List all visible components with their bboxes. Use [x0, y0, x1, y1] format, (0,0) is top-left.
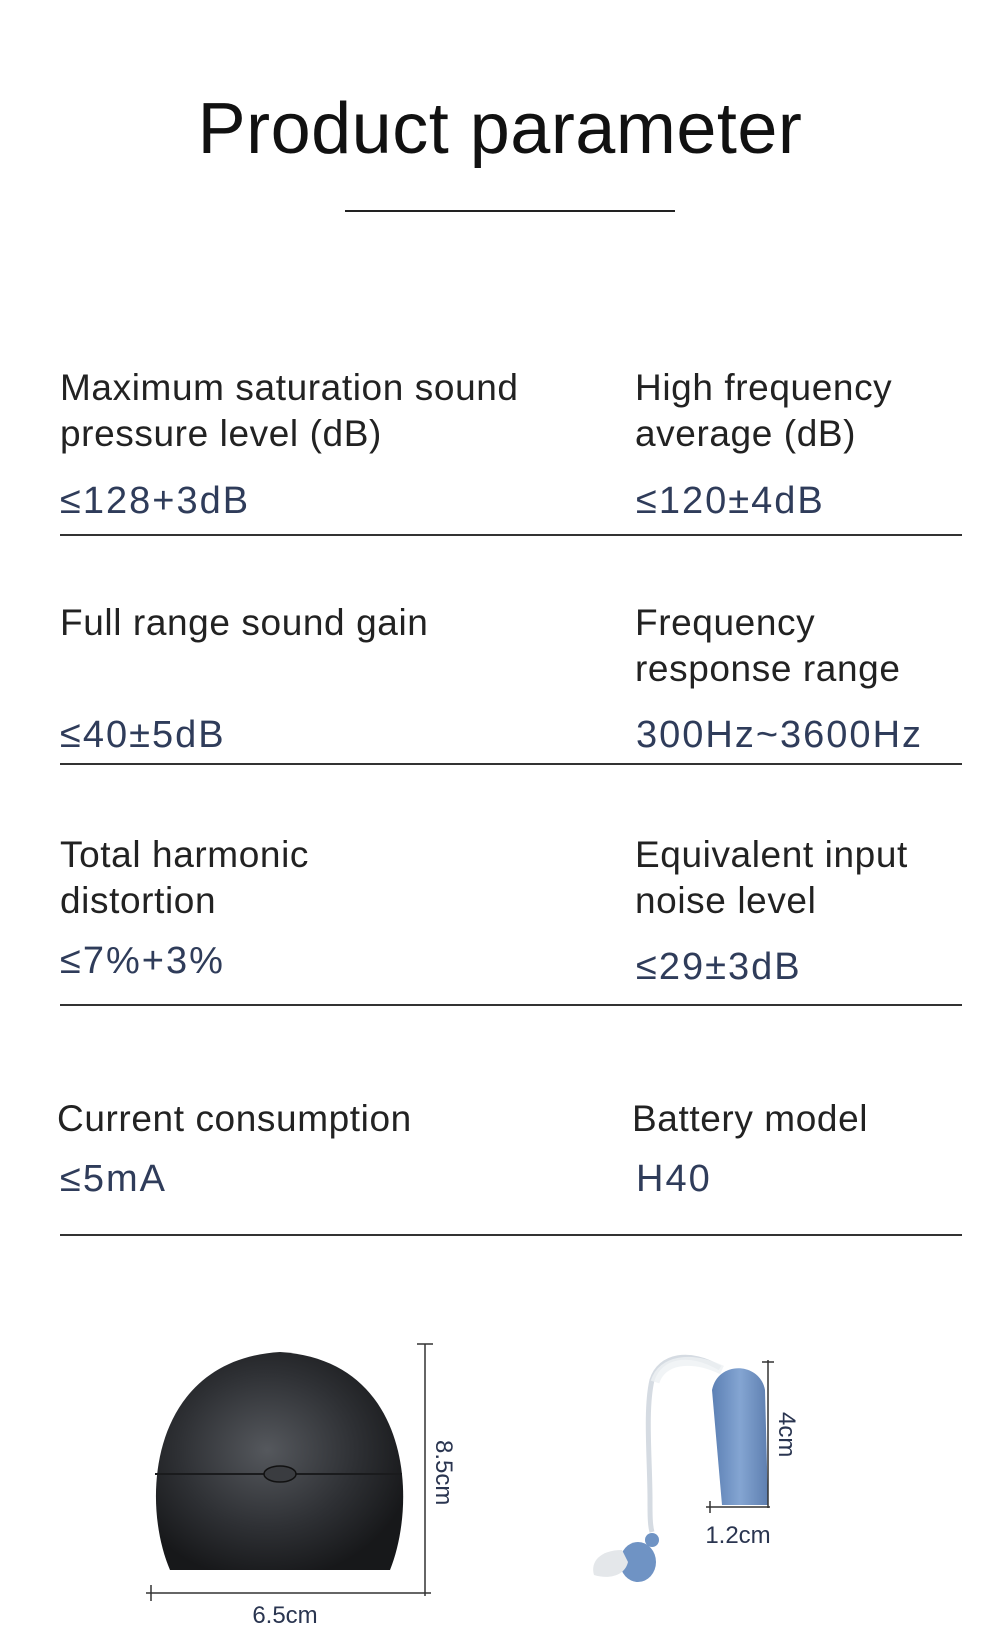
row-divider	[60, 534, 962, 536]
param-value-current: ≤5mA	[60, 1158, 167, 1200]
aid-width-label: 1.2cm	[705, 1522, 770, 1549]
row-divider	[60, 1004, 962, 1006]
charging-case-image	[155, 1352, 404, 1570]
param-label-full-range-gain: Full range sound gain	[60, 602, 429, 643]
param-value-max-saturation: ≤128+3dB	[60, 480, 251, 522]
param-value-thd: ≤7%+3%	[60, 940, 225, 982]
param-label-thd: Total harmonic distortion	[60, 834, 310, 921]
param-label-input-noise: Equivalent input noise level	[635, 834, 908, 921]
param-value-high-freq-avg: ≤120±4dB	[636, 480, 825, 522]
hearing-aid-image	[593, 1354, 768, 1582]
param-label-battery: Battery model	[632, 1098, 869, 1139]
aid-dimension-lines	[706, 1360, 774, 1513]
param-value-full-range-gain: ≤40±5dB	[60, 714, 226, 756]
title-divider	[345, 210, 675, 212]
product-images: 8.5cm 6.5cm 4cm 1.2cm	[146, 1343, 800, 1628]
case-dimension-lines	[146, 1343, 433, 1601]
param-label-high-freq-avg: High frequency average (dB)	[635, 367, 893, 454]
row-divider	[60, 763, 962, 765]
param-value-input-noise: ≤29±3dB	[636, 946, 802, 988]
aid-height-label: 4cm	[773, 1412, 800, 1457]
param-label-freq-response: Frequency response range	[635, 602, 901, 689]
page-title: Product parameter	[197, 89, 803, 169]
case-height-label: 8.5cm	[430, 1440, 457, 1505]
row-divider	[60, 1234, 962, 1236]
param-value-freq-response: 300Hz~3600Hz	[636, 714, 924, 756]
param-label-max-saturation: Maximum saturation sound pressure level …	[60, 367, 519, 454]
case-width-label: 6.5cm	[252, 1602, 317, 1628]
param-label-current: Current consumption	[57, 1098, 412, 1139]
param-value-battery: H40	[636, 1158, 712, 1200]
